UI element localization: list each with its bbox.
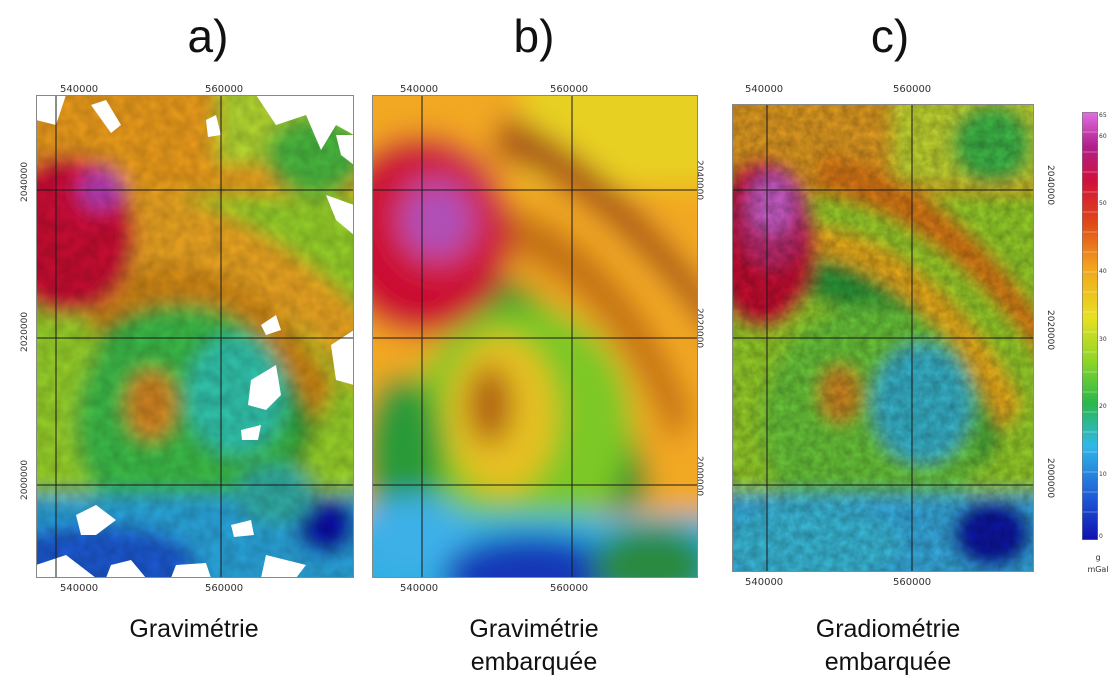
caption-a-line-1: Gravimétrie [129, 615, 259, 643]
caption-c: Gradiométrie embarquée [758, 613, 1018, 679]
map-b-bottom-tick-2: 560000 [550, 583, 589, 594]
map-a-top-tick-1: 540000 [60, 84, 99, 95]
colorbar-unit: mGal [1087, 565, 1109, 574]
panel-b-letter: b) [513, 10, 555, 62]
caption-c-line-1: Gradiométrie [815, 615, 961, 643]
caption-b-line-1: Gravimétrie [469, 615, 599, 643]
map-a-left-tick-1: 2040000 [20, 161, 30, 202]
colorbar-tick-10: 10 [1099, 471, 1107, 478]
map-c-bottom-tick-1: 540000 [745, 577, 784, 588]
map-c-right-tick-1: 2040000 [1045, 165, 1055, 206]
map-b-airborne-gravimetry [372, 95, 698, 578]
map-c-right-tick-3: 2000000 [1045, 458, 1055, 499]
colorbar-tick-40: 40 [1099, 268, 1107, 275]
colorbar-unit-symbol: g [1095, 553, 1101, 562]
map-c-top-tick-1: 540000 [745, 84, 784, 95]
map-a-left-tick-3: 2000000 [20, 459, 30, 500]
colorbar-tick-60: 60 [1099, 133, 1107, 140]
colorbar-tick-0: 0 [1099, 533, 1103, 540]
map-a-top-tick-2: 560000 [205, 84, 244, 95]
caption-b: Gravimétrie embarquée [404, 613, 664, 679]
map-b-top-tick-2: 560000 [550, 84, 589, 95]
panel-c-letter: c) [870, 10, 910, 62]
map-b-top-tick-1: 540000 [400, 84, 439, 95]
map-c-top-tick-2: 560000 [893, 84, 932, 95]
caption-c-line-2: embarquée [824, 648, 952, 676]
colorbar [1082, 112, 1098, 540]
map-a-bottom-tick-2: 560000 [205, 583, 244, 594]
colorbar-tick-30: 30 [1099, 336, 1107, 343]
caption-b-line-2: embarquée [470, 648, 598, 676]
map-b-bottom-tick-1: 540000 [400, 583, 439, 594]
colorbar-tick-50: 50 [1099, 200, 1107, 207]
map-a-gravimetry [36, 95, 354, 578]
map-c-right-tick-2: 2020000 [1045, 310, 1055, 351]
caption-a: Gravimétrie [64, 613, 324, 646]
map-c-bottom-tick-2: 560000 [893, 577, 932, 588]
colorbar-tick-65: 65 [1099, 112, 1107, 119]
map-a-left-tick-2: 2020000 [20, 311, 30, 352]
map-c-airborne-gradiometry [732, 104, 1034, 572]
panel-a-letter: a) [187, 10, 229, 62]
map-a-bottom-tick-1: 540000 [60, 583, 99, 594]
colorbar-tick-20: 20 [1099, 403, 1107, 410]
